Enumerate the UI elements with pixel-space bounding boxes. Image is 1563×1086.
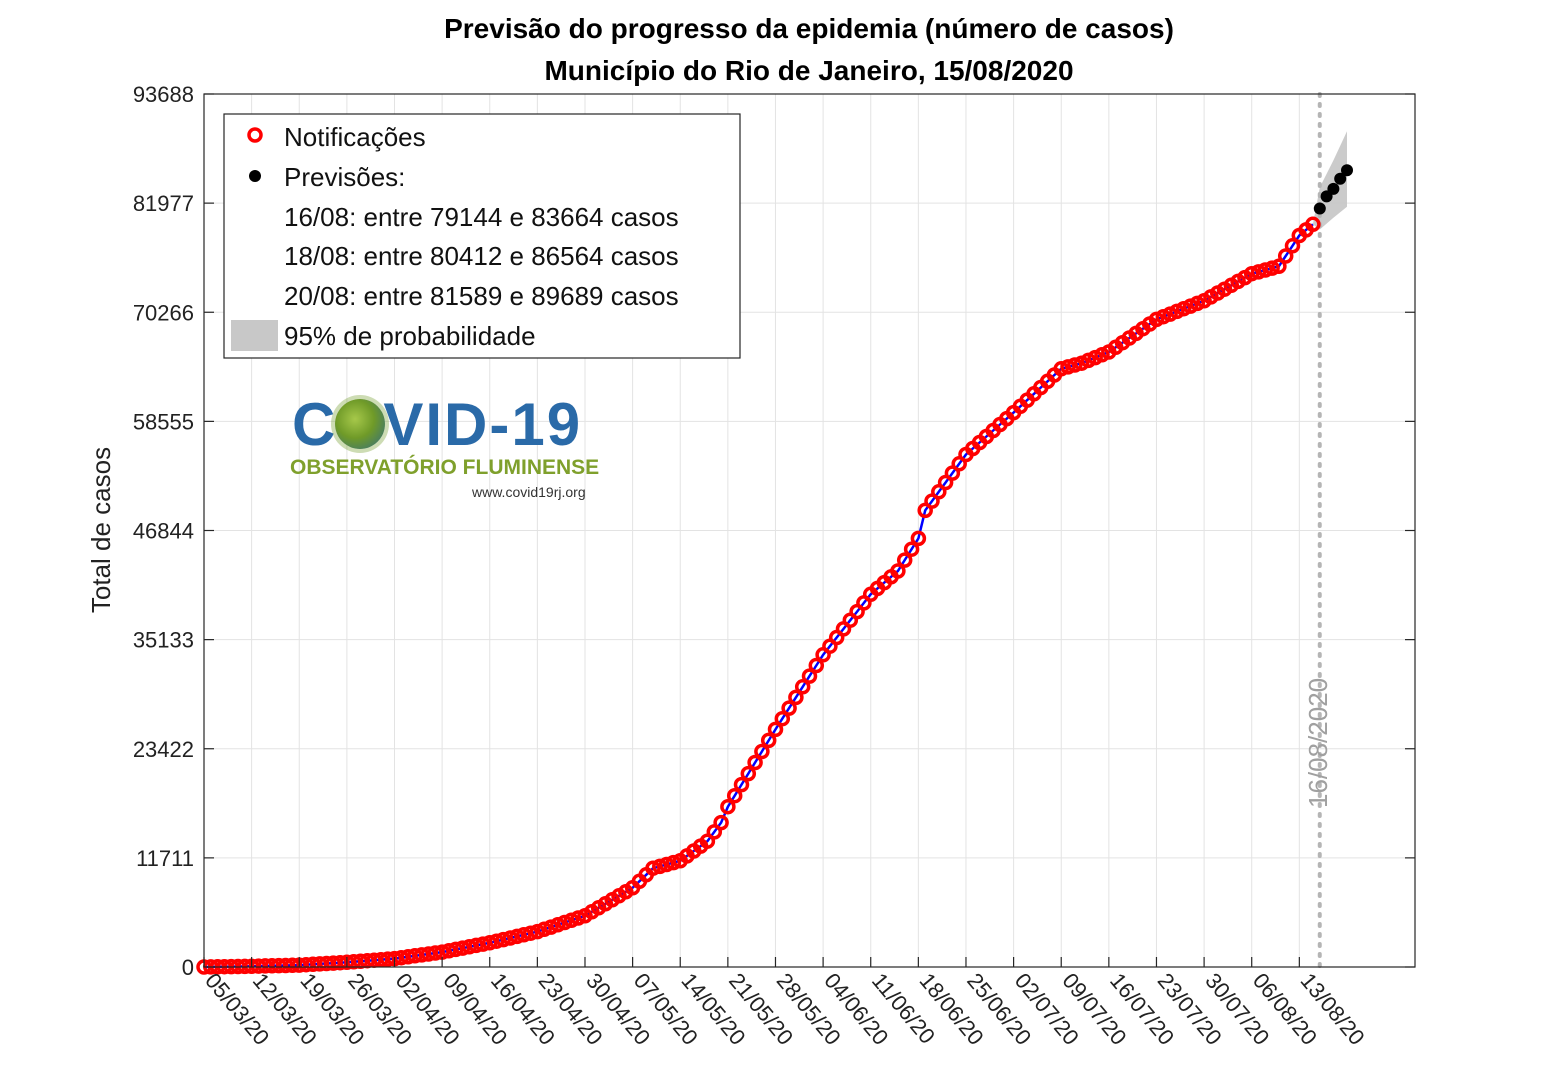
notification-marker <box>658 856 675 873</box>
notification-marker <box>774 710 791 727</box>
covid19-logo: C VID-19 OBSERVATÓRIO FLUMINENSE www.covi… <box>282 390 622 515</box>
notification-marker <box>407 948 423 964</box>
notification-marker <box>556 914 573 931</box>
notification-marker <box>461 939 478 955</box>
notification-marker <box>454 940 471 956</box>
y-tick-label: 35133 <box>133 628 194 653</box>
notification-marker <box>509 928 525 945</box>
y-tick-label: 81977 <box>133 191 194 216</box>
notification-marker <box>652 858 668 875</box>
notification-marker <box>447 941 464 958</box>
notification-marker <box>516 927 532 943</box>
notification-marker <box>801 668 818 684</box>
notification-marker <box>903 541 920 557</box>
notification-marker <box>1250 264 1267 280</box>
notification-marker <box>720 798 736 815</box>
forecast-marker <box>1327 182 1340 195</box>
notification-marker <box>441 943 457 959</box>
notification-marker <box>910 530 927 547</box>
y-tick-label: 70266 <box>133 300 194 325</box>
notification-marker <box>788 689 804 706</box>
legend-forecast-20-08: 20/08: entre 81589 e 89689 casos <box>284 281 679 311</box>
legend-marker-notificacoes <box>247 127 263 143</box>
notification-marker <box>733 776 750 793</box>
notification-marker <box>781 700 797 716</box>
legend-probability: 95% de probabilidade <box>284 321 536 351</box>
legend-box <box>223 113 741 359</box>
notification-marker <box>536 921 552 938</box>
logo-subtitle: OBSERVATÓRIO FLUMINENSE <box>290 456 600 479</box>
notification-marker <box>767 721 784 738</box>
forecast-start-label: 16/08/2020 <box>1303 678 1333 808</box>
notification-marker <box>896 552 913 568</box>
notification-marker <box>1277 248 1294 264</box>
notification-marker <box>495 931 512 948</box>
notification-marker <box>1264 260 1280 276</box>
forecast-marker <box>1334 172 1347 185</box>
notification-marker <box>726 787 743 804</box>
y-tick-label: 58555 <box>133 409 194 434</box>
notification-marker <box>760 732 777 749</box>
notification-marker <box>754 743 770 760</box>
notification-marker <box>400 949 416 965</box>
notification-marker <box>1067 357 1083 373</box>
notification-marker <box>645 860 661 876</box>
notification-marker <box>488 933 505 949</box>
legend-forecast-16-08: 16/08: entre 79144 e 83664 casos <box>284 202 679 232</box>
notification-marker <box>794 679 811 695</box>
notification-marker <box>475 936 491 952</box>
notification-marker <box>1060 359 1076 375</box>
legend-marker-previsoes <box>249 170 261 182</box>
notification-marker <box>665 854 682 871</box>
notification-marker <box>427 945 444 961</box>
notification-marker <box>393 949 410 966</box>
notification-marker <box>481 935 498 951</box>
y-axis-ticks: 0 11711 23422 35133 46844 58555 70266 81977 9368… <box>133 82 1415 980</box>
logo-title: C VID-19 <box>292 391 583 458</box>
y-tick-label: 0 <box>182 955 194 980</box>
notification-marker <box>420 946 437 962</box>
notification-marker <box>1284 238 1301 254</box>
notification-marker <box>1271 258 1287 275</box>
legend-previsoes: Previsões: <box>284 162 405 192</box>
legend-notificacoes: Notificações <box>284 122 426 152</box>
notification-marker <box>1243 265 1260 282</box>
y-tick-label: 11711 <box>136 846 194 871</box>
notification-marker <box>808 657 825 674</box>
y-tick-label: 93688 <box>133 82 194 107</box>
notification-marker <box>1305 216 1321 233</box>
y-tick-label: 46844 <box>133 519 194 544</box>
notification-marker <box>468 937 484 954</box>
chart-subtitle: Município do Rio de Janeiro, 15/08/2020 <box>544 55 1073 86</box>
legend-band-swatch <box>231 320 278 351</box>
legend-forecast-18-08: 18/08: entre 80412 e 86564 casos <box>284 241 679 271</box>
forecast-marker <box>1313 202 1326 215</box>
notification-marker <box>713 814 729 831</box>
notification-marker <box>570 910 586 926</box>
virus-icon <box>335 399 386 449</box>
x-axis-ticks: 05/03/2012/03/2019/03/2026/03/2002/04/20… <box>200 957 1370 1050</box>
legend: Notificações Previsões: 16/08: entre 791… <box>223 113 741 359</box>
notification-marker <box>1053 361 1069 377</box>
notification-marker <box>890 563 906 579</box>
forecast-start-line: 16/08/2020 <box>1303 92 1333 969</box>
data-series <box>196 164 1353 975</box>
notification-marker <box>502 930 518 946</box>
chart-title: Previsão do progresso da epidemia (númer… <box>444 13 1174 44</box>
notification-marker <box>522 925 539 941</box>
notification-marker <box>1257 262 1274 278</box>
notification-marker <box>747 754 763 771</box>
y-tick-label: 23422 <box>133 737 194 762</box>
notification-marker <box>740 765 757 782</box>
logo-url: www.covid19rj.org <box>472 484 586 500</box>
y-axis-label: Total de casos <box>86 447 116 613</box>
notification-marker <box>413 947 430 963</box>
forecast-marker <box>1341 164 1353 177</box>
